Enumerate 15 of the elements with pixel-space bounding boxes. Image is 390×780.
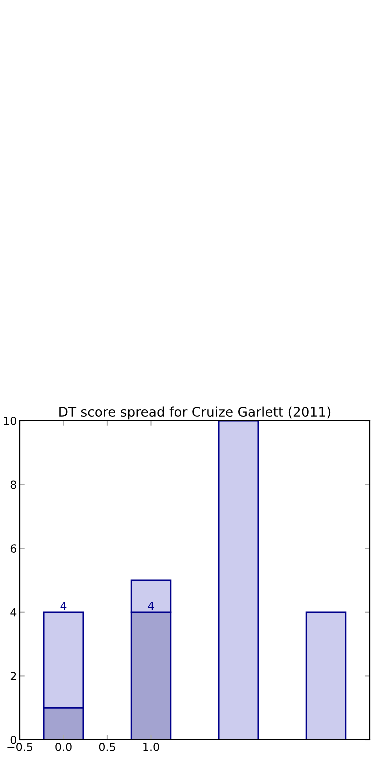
annotation: 4	[148, 602, 154, 610]
bar	[306, 612, 347, 740]
y-tick-label: 2	[10, 672, 16, 680]
y-tick-label: 10	[4, 416, 16, 426]
y-tick-label: 4	[10, 608, 17, 617]
y-tick-label: 0	[10, 736, 16, 744]
x-tick-label: −0.5	[8, 742, 33, 752]
bar	[218, 421, 260, 740]
x-tick-label: 0.5	[99, 742, 116, 752]
x-tick-label: 0.0	[56, 742, 72, 752]
y-tick-label: 6	[10, 544, 17, 553]
y-tick-label: 8	[10, 480, 16, 490]
chart-title: DT score spread for Cruize Garlett (2011)	[60, 406, 331, 420]
x-tick-label: 1.0	[144, 742, 160, 752]
annotation: 4	[60, 602, 67, 610]
